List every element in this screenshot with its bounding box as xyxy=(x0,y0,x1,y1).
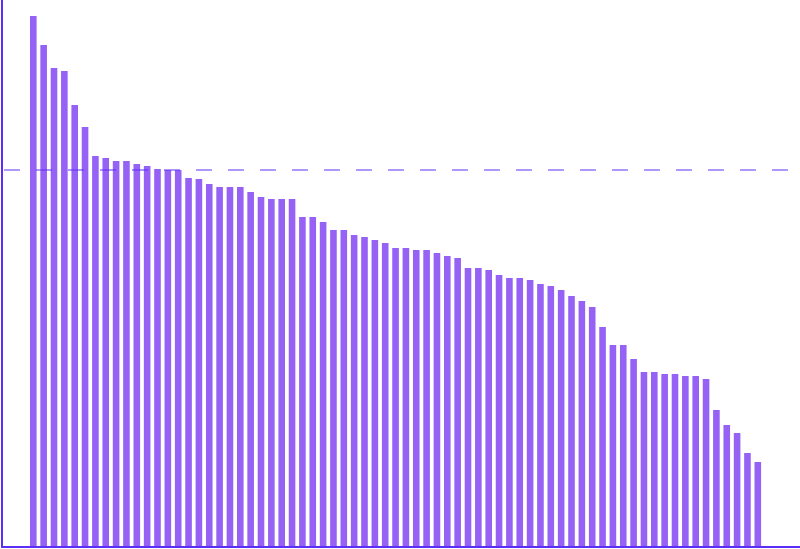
bar-5 xyxy=(81,127,89,546)
bar-35 xyxy=(392,248,399,546)
bar-19 xyxy=(226,187,234,546)
bar-64 xyxy=(692,376,699,546)
bar-42 xyxy=(464,268,472,546)
bar-54 xyxy=(588,307,596,546)
bar-9 xyxy=(123,161,130,546)
bar-25 xyxy=(288,199,296,546)
bar-62 xyxy=(671,374,679,546)
bar-15 xyxy=(185,178,192,546)
bar-1 xyxy=(40,45,47,546)
bar-67 xyxy=(723,425,731,546)
bar-50 xyxy=(547,286,555,546)
bar-34 xyxy=(381,243,389,546)
bar-31 xyxy=(350,235,358,546)
bar-48 xyxy=(526,280,534,546)
bar-49 xyxy=(537,284,544,546)
bar-59 xyxy=(640,372,648,546)
bar-39 xyxy=(433,253,441,546)
bar-38 xyxy=(423,250,430,546)
bar-18 xyxy=(216,187,223,546)
bar-66 xyxy=(713,410,720,546)
bar-60 xyxy=(651,372,658,546)
bar-58 xyxy=(630,359,637,546)
bar-4 xyxy=(71,105,78,546)
bar-46 xyxy=(506,278,513,546)
bar-61 xyxy=(661,374,668,546)
bar-13 xyxy=(164,170,172,546)
bar-51 xyxy=(557,290,565,546)
bar-27 xyxy=(309,217,317,546)
bar-33 xyxy=(371,240,379,546)
bar-28 xyxy=(319,222,327,546)
bar-17 xyxy=(205,184,213,546)
bar-37 xyxy=(412,250,420,546)
bar-3 xyxy=(61,71,68,546)
bar-44 xyxy=(485,270,492,546)
bar-45 xyxy=(495,275,503,546)
bar-41 xyxy=(454,258,461,546)
bar-43 xyxy=(475,268,482,546)
bar-22 xyxy=(257,197,265,546)
bar-63 xyxy=(682,376,689,546)
bar-36 xyxy=(402,248,410,546)
bar-7 xyxy=(102,158,110,546)
bar-11 xyxy=(143,166,151,546)
bar-16 xyxy=(195,179,203,546)
bar-21 xyxy=(247,192,254,546)
bar-57 xyxy=(619,345,627,546)
bar-30 xyxy=(340,230,348,546)
bar-10 xyxy=(133,164,141,546)
bar-6 xyxy=(92,156,99,546)
bar-0 xyxy=(30,16,37,546)
bars-group xyxy=(30,16,762,546)
bar-26 xyxy=(299,217,306,546)
bar-14 xyxy=(174,170,182,546)
bar-69 xyxy=(744,453,751,546)
bar-70 xyxy=(754,462,762,546)
bar-2 xyxy=(50,68,58,546)
bar-8 xyxy=(112,161,120,546)
bar-40 xyxy=(444,256,451,546)
bar-55 xyxy=(599,327,606,546)
bar-29 xyxy=(330,230,337,546)
bar-20 xyxy=(237,187,244,546)
bar-65 xyxy=(702,379,710,546)
bar-24 xyxy=(278,199,285,546)
bar-12 xyxy=(154,169,161,546)
bar-47 xyxy=(516,278,524,546)
bar-32 xyxy=(361,237,368,546)
bar-52 xyxy=(568,296,575,546)
bar-23 xyxy=(268,199,275,546)
bar-56 xyxy=(609,345,617,546)
bar-68 xyxy=(733,433,741,546)
bar-53 xyxy=(578,301,586,546)
